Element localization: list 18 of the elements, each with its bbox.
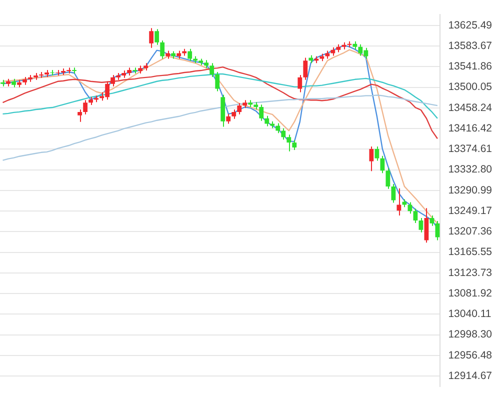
y-tick-label: 13123.73 bbox=[448, 266, 492, 279]
y-tick-label: 13500.05 bbox=[448, 81, 492, 94]
y-tick-label: 13416.42 bbox=[448, 122, 492, 134]
y-tick-label: 13458.24 bbox=[448, 102, 492, 114]
y-tick-label: 13040.11 bbox=[448, 308, 492, 320]
y-tick-label: 13165.55 bbox=[448, 246, 492, 258]
y-tick-label: 12998.30 bbox=[448, 328, 492, 341]
y-tick-label: 13583.67 bbox=[448, 40, 492, 52]
y-tick-label: 13249.17 bbox=[448, 204, 492, 217]
y-tick-label: 13332.80 bbox=[448, 164, 492, 176]
y-tick-label: 13290.99 bbox=[448, 184, 492, 196]
y-tick-label: 12956.48 bbox=[448, 349, 492, 362]
y-tick-label: 13625.49 bbox=[448, 19, 492, 32]
y-tick-label: 13207.36 bbox=[448, 226, 492, 238]
y-tick-label: 12914.67 bbox=[448, 370, 492, 382]
y-tick-label: 13081.92 bbox=[448, 287, 492, 300]
y-tick-label: 13541.86 bbox=[448, 60, 492, 73]
y-tick-label: 13374.61 bbox=[448, 143, 492, 156]
